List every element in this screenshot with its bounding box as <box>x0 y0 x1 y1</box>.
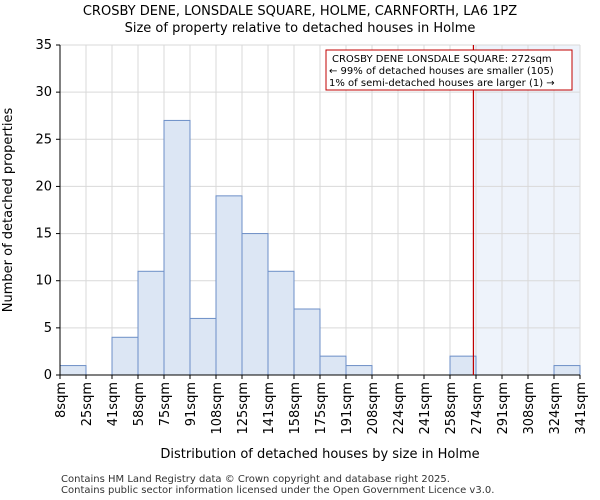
annotation-line-3: 1% of semi-detached houses are larger (1… <box>329 78 555 89</box>
footer-line-1: Contains HM Land Registry data © Crown c… <box>61 474 450 485</box>
y-tick-label: 5 <box>44 321 52 336</box>
x-tick-label: 8sqm <box>54 382 69 418</box>
x-tick-label: 308sqm <box>522 382 537 435</box>
x-tick-label: 175sqm <box>314 382 329 435</box>
chart-title: CROSBY DENE, LONSDALE SQUARE, HOLME, CAR… <box>83 4 517 19</box>
x-tick-label: 274sqm <box>470 382 485 435</box>
x-tick-label: 191sqm <box>340 382 355 435</box>
annotation-box: CROSBY DENE LONSDALE SQUARE: 272sqm ← 99… <box>325 49 573 91</box>
x-tick-label: 224sqm <box>392 382 407 435</box>
annotation-line-2: ← 99% of detached houses are smaller (10… <box>329 66 554 77</box>
y-tick-label: 15 <box>35 227 52 242</box>
histogram-bar <box>111 336 139 376</box>
x-tick-label: 58sqm <box>132 382 147 426</box>
x-tick-label: 258sqm <box>444 382 459 435</box>
histogram-bar <box>215 195 243 376</box>
footer-line-2: Contains public sector information licen… <box>61 485 495 496</box>
y-tick-label: 0 <box>44 368 52 383</box>
chart-subtitle: Size of property relative to detached ho… <box>125 21 476 36</box>
y-tick-label: 35 <box>35 38 52 53</box>
x-tick-label: 91sqm <box>184 382 199 426</box>
plot-area: 0 5 10 15 20 25 30 35 8sqm 25sqm 41sqm 58sqm 75sqm 91… <box>35 38 589 435</box>
x-tick-label: 41sqm <box>106 382 121 426</box>
histogram-bar <box>137 270 165 376</box>
y-tick-label: 10 <box>35 274 52 289</box>
x-tick-label: 241sqm <box>418 382 433 435</box>
highlight-region <box>473 45 580 375</box>
histogram-bar <box>163 119 191 376</box>
y-tick-label: 30 <box>35 85 52 100</box>
x-tick-label: 158sqm <box>288 382 303 435</box>
histogram-bar <box>319 355 347 376</box>
histogram-bar <box>553 365 581 376</box>
x-tick-label: 108sqm <box>210 382 225 435</box>
histogram-bar <box>59 365 87 376</box>
y-axis-label: Number of detached properties <box>1 108 16 313</box>
x-axis-label: Distribution of detached houses by size … <box>160 447 479 462</box>
x-tick-label: 25sqm <box>80 382 95 426</box>
y-tick-label: 20 <box>35 179 52 194</box>
histogram-bar <box>293 308 321 376</box>
histogram-bar <box>267 270 295 376</box>
y-tick-label: 25 <box>35 132 52 147</box>
histogram-bar <box>189 317 217 376</box>
x-tick-label: 208sqm <box>366 382 381 435</box>
x-tick-label: 341sqm <box>574 382 589 435</box>
histogram-bar <box>241 233 269 376</box>
histogram-bar <box>449 355 477 376</box>
x-tick-label: 125sqm <box>236 382 251 435</box>
x-tick-label: 324sqm <box>548 382 563 435</box>
x-tick-label: 75sqm <box>158 382 173 426</box>
annotation-frame <box>325 49 573 91</box>
x-tick-label: 141sqm <box>262 382 277 435</box>
x-tick-label: 291sqm <box>496 382 511 435</box>
histogram-bar <box>345 365 373 376</box>
annotation-line-1: CROSBY DENE LONSDALE SQUARE: 272sqm <box>332 54 552 65</box>
